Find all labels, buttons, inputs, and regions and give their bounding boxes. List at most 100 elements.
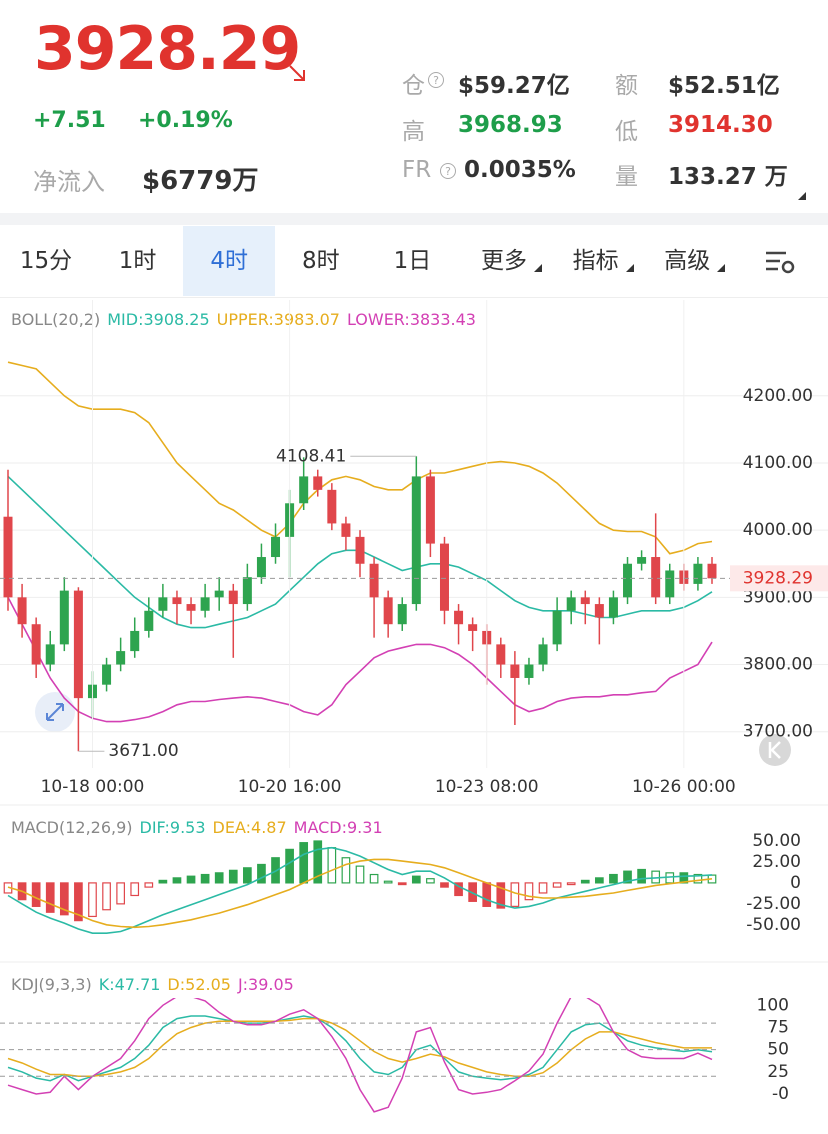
- scroll-end-icon[interactable]: [759, 734, 791, 766]
- macd-bar: [679, 872, 689, 884]
- candle-body: [665, 570, 675, 598]
- macd-bar: [609, 873, 618, 884]
- indicator-line: [7, 1015, 713, 1082]
- y-tick-label: -50.00: [746, 915, 801, 935]
- stat-label: 额: [615, 73, 638, 99]
- candle-body: [116, 651, 126, 665]
- macd-bar: [496, 882, 506, 909]
- y-tick-label: 25: [767, 1062, 789, 1082]
- y-tick-label: 4200.00: [743, 386, 813, 406]
- candle-body: [637, 557, 647, 564]
- candle-body: [369, 563, 379, 598]
- min-label: 3671.00: [108, 741, 178, 761]
- macd-bar: [102, 882, 111, 911]
- tab[interactable]: 8时: [301, 248, 340, 274]
- candle-body: [214, 590, 224, 598]
- candle-body: [45, 644, 55, 665]
- stat-label: 仓: [402, 73, 425, 99]
- macd-bar: [693, 873, 703, 884]
- macd-bar: [214, 872, 224, 884]
- help-icon[interactable]: ?: [428, 72, 444, 88]
- legend-entry: MACD:9.31: [294, 818, 383, 837]
- tab[interactable]: 15分: [19, 248, 73, 274]
- stat-value: 0.0035%: [464, 157, 576, 183]
- macd-bar: [200, 873, 210, 884]
- macd-bar: [623, 870, 632, 884]
- macd-bar: [482, 882, 492, 907]
- y-tick-label: 50.00: [752, 831, 801, 851]
- candle-body: [623, 563, 633, 598]
- candle-body: [383, 597, 393, 625]
- macd-bar: [454, 882, 463, 897]
- candle-body: [73, 590, 83, 699]
- y-tick-label: 75: [767, 1018, 789, 1038]
- candle-body: [186, 604, 196, 611]
- macd-bar: [45, 882, 55, 913]
- indicator-line: [7, 361, 713, 555]
- macd-bar: [595, 877, 604, 884]
- candle-body: [31, 624, 41, 665]
- y-tick-label: 100: [757, 995, 789, 1015]
- y-tick-label: 0: [790, 873, 801, 893]
- macd-bar: [116, 882, 125, 905]
- tab[interactable]: 1日: [393, 248, 432, 274]
- net-inflow-label: 净流入: [33, 168, 105, 196]
- corner-triangle: [798, 192, 806, 200]
- macd-bar: [411, 875, 421, 884]
- candle-body: [144, 610, 154, 631]
- macd-bar: [243, 867, 252, 884]
- down-arrow: [289, 65, 305, 81]
- macd-bar: [566, 882, 576, 886]
- candle-body: [327, 489, 337, 524]
- tab[interactable]: 高级: [641, 226, 733, 296]
- macd-bar: [299, 842, 309, 884]
- macd-bar: [257, 863, 266, 884]
- macd-bar: [144, 882, 154, 888]
- macd-bar: [31, 882, 41, 907]
- macd-bar: [552, 882, 562, 888]
- indicator-legend: BOLL(20,2) MID:3908.25 UPPER:3983.07 LOWER:…: [11, 310, 476, 329]
- candle-body: [538, 644, 548, 665]
- y-tick-label: -0: [772, 1084, 789, 1104]
- plot: [7, 998, 713, 1113]
- y-tick-label: 4100.00: [743, 453, 813, 473]
- tab[interactable]: 指标: [550, 226, 642, 296]
- last-price: 3928.29: [34, 14, 301, 84]
- candle-body: [496, 644, 506, 665]
- candle-body: [3, 516, 13, 598]
- legend-entry: MACD(12,26,9): [11, 818, 133, 837]
- macd-bar: [59, 882, 69, 916]
- change-pct: +0.19%: [138, 108, 233, 133]
- macd-bar: [510, 882, 520, 907]
- last-price-label: 3928.29: [743, 568, 813, 588]
- candle-body: [102, 664, 112, 685]
- tab[interactable]: 1时: [118, 248, 157, 274]
- candle-body: [200, 597, 210, 611]
- candle-body: [524, 664, 534, 678]
- macd-bar: [74, 882, 83, 922]
- macd-bar: [172, 877, 182, 884]
- stat-label: 低: [615, 119, 638, 145]
- change: +7.51: [33, 108, 106, 133]
- stat-value: 3914.30: [668, 112, 773, 138]
- y-tick-label: 25.00: [752, 852, 801, 872]
- macd-bar: [397, 882, 407, 886]
- macd-bar: [158, 879, 168, 884]
- macd-bar: [468, 882, 477, 902]
- candle-body: [580, 597, 590, 605]
- tab[interactable]: 更多: [458, 226, 550, 296]
- indicator-legend: KDJ(9,3,3) K:47.71 D:52.05 J:39.05: [11, 975, 294, 994]
- stat-value: 133.27 万: [668, 164, 788, 190]
- help-icon[interactable]: ?: [440, 163, 456, 179]
- candle-body: [425, 476, 435, 544]
- x-tick-label: 10-18 00:00: [41, 777, 145, 797]
- legend-entry: UPPER:3983.07: [217, 310, 340, 329]
- macd-bar: [285, 848, 294, 884]
- y-tick-label: 50: [767, 1040, 789, 1060]
- settings-icon[interactable]: [764, 248, 798, 276]
- scroll-end-glyph: [768, 741, 781, 759]
- tab[interactable]: 4时: [183, 226, 276, 296]
- dropdown-triangle: [717, 264, 726, 272]
- candle-body: [228, 590, 238, 605]
- candle-body: [608, 597, 618, 618]
